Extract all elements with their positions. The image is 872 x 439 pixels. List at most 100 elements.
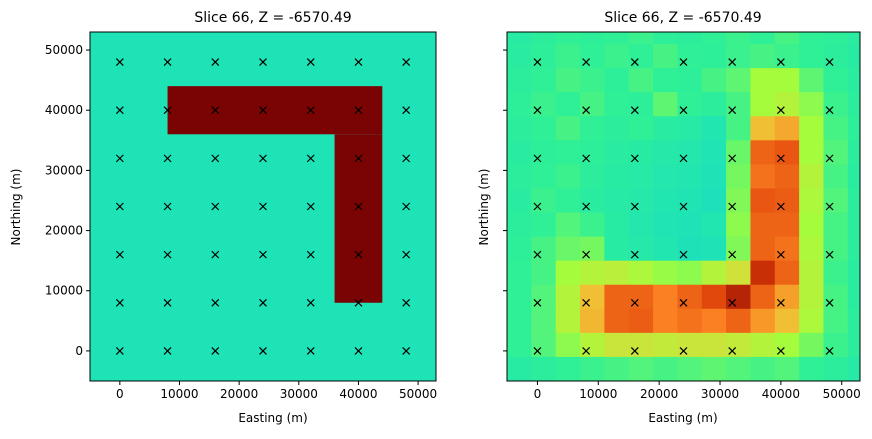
heatmap-cell (701, 284, 727, 310)
station-marker (776, 298, 785, 307)
station-marker (679, 250, 688, 259)
station-marker-stroke (533, 298, 542, 307)
heatmap-cell (604, 212, 630, 238)
station-marker-stroke (776, 106, 785, 115)
heatmap-cell (555, 212, 581, 238)
station-marker (825, 298, 834, 307)
x-tick-label: 50000 (823, 387, 861, 401)
heatmap-cell (653, 92, 678, 117)
heatmap-cell (507, 212, 532, 238)
station-marker (776, 106, 785, 115)
station-marker (306, 202, 315, 211)
heatmap-cell (604, 116, 630, 141)
panel-right: Slice 66, Z = -6570.49 0 10000 20000 30000 4… (477, 10, 861, 425)
panel-right-title: Slice 66, Z = -6570.49 (604, 10, 761, 26)
panel-right-plot-area (507, 32, 861, 382)
station-marker-stroke (259, 298, 267, 307)
station-marker-stroke (354, 154, 363, 163)
station-marker (630, 298, 639, 307)
heatmap-cell (531, 260, 557, 286)
heatmap-cell (799, 164, 824, 189)
station-marker (728, 58, 737, 67)
heatmap-cell (531, 308, 557, 334)
heatmap-cell (847, 164, 861, 189)
station-marker-stroke (776, 154, 785, 163)
heatmap-cell (677, 308, 703, 334)
station-marker-stroke (306, 250, 315, 259)
station-marker-stroke (533, 202, 542, 211)
station-marker (679, 346, 688, 355)
station-marker (259, 106, 267, 115)
heatmap-cell (847, 212, 861, 238)
y-tick-label: 40000 (45, 103, 83, 117)
heatmap-cell (750, 140, 776, 165)
station-marker (115, 298, 124, 307)
station-marker-stroke (679, 298, 688, 307)
station-marker (354, 346, 363, 355)
x-tick-label: 40000 (339, 387, 377, 401)
heatmap-cell (750, 236, 776, 262)
station-marker-stroke (679, 202, 688, 211)
heatmap-cell (604, 44, 630, 69)
station-marker (776, 346, 785, 355)
heatmap-cell (653, 356, 678, 382)
panel-left-plot-area (90, 32, 436, 381)
station-marker-stroke (533, 154, 542, 163)
heatmap-cell (531, 164, 557, 189)
heatmap-cell (677, 116, 703, 141)
station-marker-stroke (259, 58, 267, 67)
station-marker-stroke (259, 106, 267, 115)
heatmap-cell (531, 116, 557, 141)
station-marker (776, 202, 785, 211)
station-marker (354, 58, 363, 67)
station-marker (679, 202, 688, 211)
station-marker-stroke (402, 250, 411, 259)
heatmap-cell (555, 308, 581, 334)
heatmap-cell (847, 140, 861, 165)
station-marker (825, 58, 834, 67)
station-marker (163, 298, 172, 307)
station-marker (163, 202, 172, 211)
station-marker (679, 298, 688, 307)
y-tick-label: 10000 (45, 284, 83, 298)
station-marker-stroke (163, 154, 172, 163)
station-marker (306, 58, 315, 67)
heatmap-cell (750, 260, 776, 286)
heatmap-cell (555, 44, 581, 69)
heatmap-cell (701, 260, 727, 286)
heatmap-cell (799, 308, 824, 334)
heatmap-cell (799, 356, 824, 382)
station-marker (402, 154, 411, 163)
station-marker-stroke (728, 250, 737, 259)
heatmap-cell (847, 284, 861, 310)
heatmap-cell (750, 284, 776, 310)
station-marker-stroke (259, 250, 267, 259)
heatmap-cell (847, 356, 861, 382)
heatmap-cell (604, 188, 630, 214)
station-marker (630, 250, 639, 259)
heatmap-cell (507, 68, 532, 93)
station-marker-stroke (679, 106, 688, 115)
station-marker (679, 58, 688, 67)
station-marker-stroke (776, 202, 785, 211)
heatmap-cell (555, 188, 581, 214)
station-marker-stroke (728, 202, 737, 211)
heatmap-cell (847, 116, 861, 141)
heatmap-cell (628, 308, 654, 334)
heatmap-cell (653, 332, 678, 358)
heatmap-cell (604, 92, 630, 117)
heatmap-cell (701, 44, 727, 69)
station-marker-stroke (728, 106, 737, 115)
heatmap-cell (774, 260, 800, 286)
station-marker (402, 298, 411, 307)
station-marker-stroke (679, 346, 688, 355)
station-marker-stroke (776, 298, 785, 307)
heatmap-cell (531, 356, 557, 382)
station-marker (259, 202, 267, 211)
heatmap-cell (653, 140, 678, 165)
heatmap-cell (847, 68, 861, 93)
station-marker (306, 346, 315, 355)
heatmap-cell (750, 92, 776, 117)
station-marker-stroke (211, 106, 220, 115)
station-marker-stroke (354, 298, 363, 307)
